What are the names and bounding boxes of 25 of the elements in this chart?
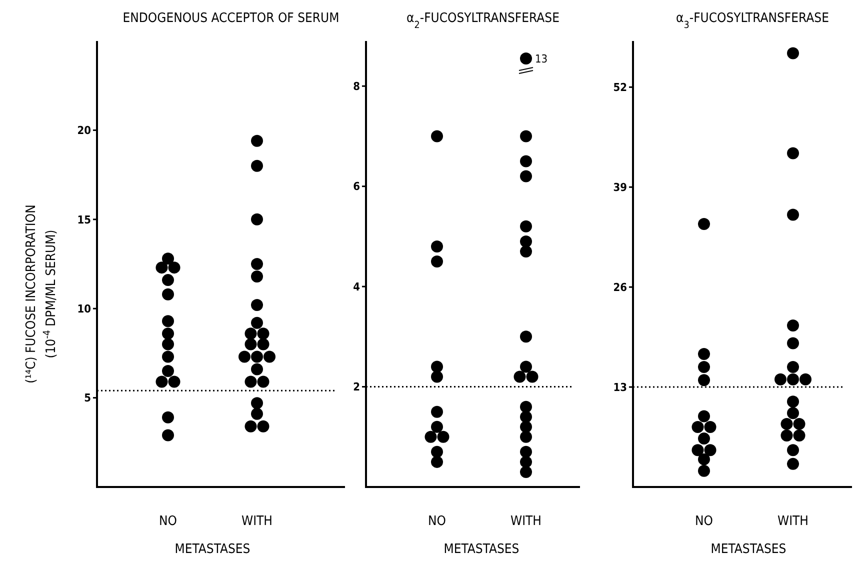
x-tick-label: WITH [510, 514, 542, 529]
chart-title: α$_{2}$-FUCOSYLTRANSFERASE [406, 11, 560, 30]
y-tick-label: 10 [77, 302, 92, 316]
y-tick-label: 2 [353, 380, 360, 394]
x-tick-label: WITH [242, 514, 272, 529]
x-tick-label: NO [695, 514, 713, 529]
x-axis-title: METASTASES [444, 542, 520, 557]
y-tick-label: 13 [613, 380, 628, 394]
x-tick-label: NO [159, 514, 177, 529]
x-tick-label: WITH [778, 514, 808, 529]
y-tick-label: 4 [353, 280, 360, 294]
chart-title: ENDOGENOUS ACCEPTOR OF SERUM [122, 11, 340, 26]
y-tick-label: 52 [613, 80, 628, 94]
y-tick-label: 8 [353, 80, 360, 93]
y-tick-label: 5 [84, 392, 92, 405]
y-tick-label: 39 [613, 180, 628, 194]
x-axis-title: METASTASES [710, 542, 786, 557]
y-tick-label: 15 [77, 213, 92, 226]
x-axis-title: METASTASES [174, 542, 250, 557]
annotation: 13 [535, 52, 548, 66]
x-tick-label: NO [428, 514, 446, 529]
y-tick-label: 20 [77, 124, 92, 138]
y-tick-label: 6 [353, 180, 360, 194]
y-tick-label: 26 [613, 280, 628, 294]
chart-title: α$_{3}$-FUCOSYLTRANSFERASE [676, 11, 829, 30]
